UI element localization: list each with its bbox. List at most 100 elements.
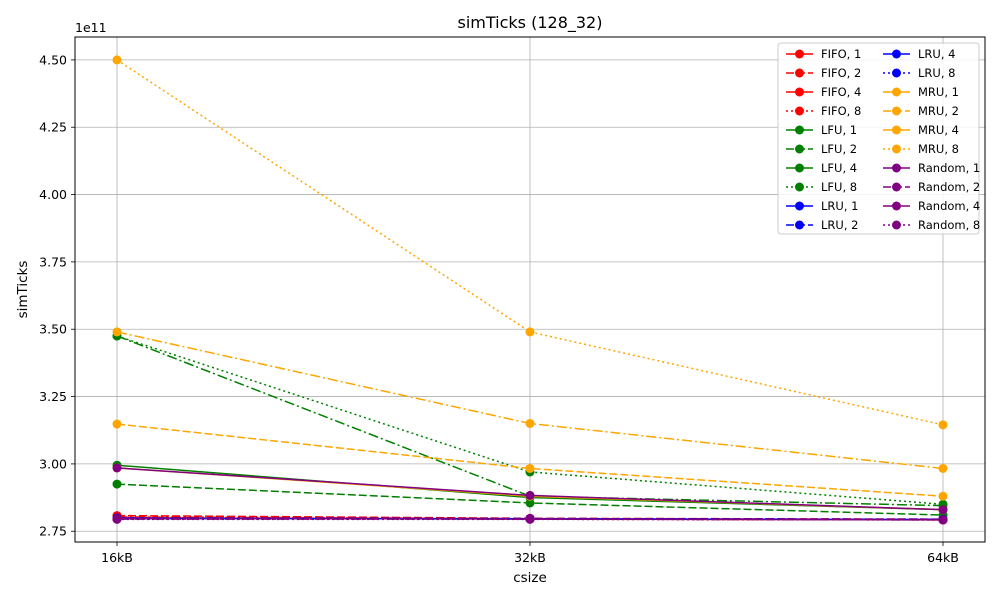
data-point [112,463,122,473]
y-tick-label: 4.00 [39,187,67,202]
legend-marker [795,106,804,116]
legend-marker [892,87,901,97]
y-axis-title: simTicks [15,261,31,319]
data-point [938,463,948,473]
legend-label: FIFO, 4 [821,85,861,99]
legend-label: MRU, 4 [918,123,959,137]
series-line [116,335,944,507]
legend-entry: FIFO, 1 [786,47,861,61]
legend-marker [892,106,901,116]
legend-marker [892,125,901,135]
data-point [938,491,948,501]
legend-marker [892,163,901,173]
series-mru-2 [112,419,948,501]
legend-label: MRU, 8 [918,142,959,156]
legend-marker [795,182,804,192]
legend-entry: Random, 4 [883,199,980,213]
legend-entry: LFU, 2 [786,142,857,156]
legend-marker [795,201,804,211]
legend-entry: LRU, 8 [883,66,955,80]
legend-frame [777,42,980,235]
legend-label: LFU, 1 [821,123,857,137]
legend-marker [892,220,901,230]
legend-marker [892,182,901,192]
legend-entry: Random, 2 [883,180,980,194]
legend-label: LFU, 2 [821,142,857,156]
legend-marker [795,68,804,78]
y-tick-label: 4.25 [39,120,67,135]
data-point [112,55,122,65]
data-point [112,479,122,489]
legend: FIFO, 1 FIFO, 2 FIFO, 4 FIFO, 8 LFU, 1 LFU, 2… [777,42,980,235]
legend-label: LRU, 8 [918,66,955,80]
legend-label: Random, 1 [918,161,980,175]
series-line [117,518,944,521]
legend-label: LFU, 4 [821,161,857,175]
legend-entry: FIFO, 8 [786,104,861,118]
y-tick-label: 3.00 [39,456,67,471]
series-mru-8 [112,55,948,430]
y-tick-label: 3.50 [39,322,67,337]
legend-entry: FIFO, 2 [786,66,861,80]
y-tick-label: 3.25 [39,389,67,404]
data-point [525,418,535,428]
data-point [938,420,948,430]
legend-marker [795,125,804,135]
x-tick-label: 32kB [514,550,546,565]
data-point [525,514,535,524]
series-line [116,59,944,426]
legend-marker [795,144,804,154]
legend-entry: LFU, 1 [786,123,857,137]
legend-marker [795,87,804,97]
data-point [525,498,535,508]
legend-label: MRU, 2 [918,104,959,118]
legend-label: Random, 2 [918,180,980,194]
legend-entry: MRU, 2 [883,104,959,118]
legend-entry: LFU, 8 [786,180,857,194]
x-axis-title: csize [513,570,547,586]
data-point [525,327,535,337]
x-tick-label: 16kB [101,550,133,565]
plot-series [112,55,948,525]
legend-entry: FIFO, 4 [786,85,861,99]
series-random-8 [112,514,948,525]
legend-entry: LRU, 4 [883,47,955,61]
legend-entry: LRU, 2 [786,218,858,232]
data-point [938,505,948,515]
legend-marker [795,49,804,59]
data-point [525,463,535,473]
legend-label: LRU, 4 [918,47,955,61]
series-mru-4 [112,327,948,473]
legend-entry: MRU, 1 [883,85,959,99]
legend-entry: Random, 1 [883,161,980,175]
legend-marker [892,49,901,59]
legend-marker [892,201,901,211]
legend-entry: LRU, 1 [786,199,858,213]
series-line [116,335,944,506]
y-axis-multiplier: 1e11 [75,20,107,35]
data-point [112,419,122,429]
series-random-1 [112,463,948,515]
y-tick-label: 4.50 [39,52,67,67]
legend-label: LRU, 1 [821,199,858,213]
legend-entry: LFU, 4 [786,161,857,175]
legend-label: Random, 4 [918,199,980,213]
legend-entry: Random, 8 [883,218,980,232]
legend-entry: MRU, 8 [883,142,959,156]
series-line [116,423,944,497]
legend-label: FIFO, 1 [821,47,861,61]
chart-title: simTicks (128_32) [458,13,603,33]
legend-label: LRU, 2 [821,218,858,232]
legend-label: FIFO, 8 [821,104,861,118]
legend-entry: MRU, 4 [883,123,959,137]
legend-marker [795,220,804,230]
y-tick-label: 3.75 [39,254,67,269]
data-point [525,490,535,500]
data-point [112,327,122,337]
axes: 16kB 32kB 64kB 2.75 3.00 3.25 3.50 3.75 4.00 4.25… [39,52,959,565]
legend-label: MRU, 1 [918,85,959,99]
data-point [112,514,122,524]
legend-label: LFU, 8 [821,180,857,194]
legend-label: FIFO, 2 [821,66,861,80]
